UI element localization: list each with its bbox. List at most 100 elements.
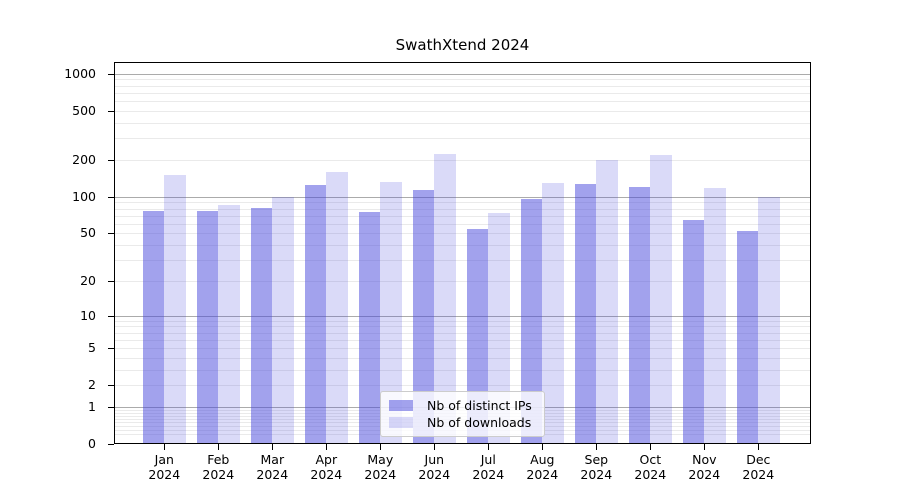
bar-aug-downloads xyxy=(542,182,564,444)
y-tick-label: 1000 xyxy=(64,65,96,81)
x-tick-mark xyxy=(596,444,598,450)
minor-gridline xyxy=(114,208,811,210)
legend-item-distinct-ips: Nb of distinct IPs xyxy=(389,397,536,414)
x-tick-label-dec: Dec 2024 xyxy=(742,452,775,482)
bar-feb-downloads xyxy=(218,205,240,444)
y-tick-mark xyxy=(108,159,114,161)
minor-gridline xyxy=(114,339,811,341)
y-tick-label: 5 xyxy=(88,340,96,355)
bar-feb-distinct-ips xyxy=(196,210,219,444)
x-tick-label-apr: Apr 2024 xyxy=(310,452,343,482)
y-tick-label: 0 xyxy=(88,436,96,451)
legend-label-downloads: Nb of downloads xyxy=(427,415,532,430)
bar-jul-distinct-ips xyxy=(466,229,489,444)
major-gridline xyxy=(114,315,811,317)
bar-jan-distinct-ips xyxy=(142,210,165,444)
y-tick-mark xyxy=(108,196,114,198)
minor-gridline xyxy=(114,110,811,112)
y-tick-label: 200 xyxy=(72,151,96,167)
y-tick-label: 500 xyxy=(72,102,96,118)
y-tick-mark xyxy=(108,315,114,317)
bar-dec-downloads xyxy=(758,196,780,444)
x-tick-label-mar: Mar 2024 xyxy=(256,452,289,482)
chart-title: SwathXtend 2024 xyxy=(395,36,530,54)
minor-gridline xyxy=(114,369,811,371)
x-tick-label-may: May 2024 xyxy=(364,452,397,482)
bar-aug-distinct-ips xyxy=(520,198,543,444)
x-tick-mark xyxy=(434,444,436,450)
minor-gridline xyxy=(114,101,811,103)
bar-mar-downloads xyxy=(272,196,294,444)
y-tick-mark xyxy=(108,280,114,282)
minor-gridline xyxy=(114,385,811,387)
legend-swatch-downloads xyxy=(389,417,413,428)
x-tick-mark xyxy=(164,444,166,450)
y-tick-label: 100 xyxy=(72,188,96,204)
x-tick-label-oct: Oct 2024 xyxy=(634,452,667,482)
minor-gridline xyxy=(114,92,811,94)
minor-gridline xyxy=(114,280,811,282)
y-tick-label: 10 xyxy=(80,307,96,323)
y-tick-mark xyxy=(108,233,114,235)
minor-gridline xyxy=(114,202,811,204)
legend: Nb of distinct IPs Nb of downloads xyxy=(380,391,545,437)
x-tick-label-jun: Jun 2024 xyxy=(418,452,451,482)
bar-jan-downloads xyxy=(164,175,186,444)
bar-apr-downloads xyxy=(326,172,348,444)
bar-dec-distinct-ips xyxy=(736,231,759,444)
y-tick-mark xyxy=(108,406,114,408)
bar-jun-distinct-ips xyxy=(412,190,435,444)
major-gridline xyxy=(114,73,811,75)
y-tick-mark xyxy=(108,385,114,387)
x-tick-label-jul: Jul 2024 xyxy=(472,452,505,482)
x-tick-label-jan: Jan 2024 xyxy=(148,452,181,482)
minor-gridline xyxy=(114,138,811,140)
y-tick-mark xyxy=(108,73,114,75)
y-tick-mark xyxy=(108,110,114,112)
legend-label-distinct-ips: Nb of distinct IPs xyxy=(427,398,532,413)
minor-gridline xyxy=(114,85,811,87)
minor-gridline xyxy=(114,79,811,81)
minor-gridline xyxy=(114,326,811,328)
x-tick-mark xyxy=(650,444,652,450)
y-tick-mark xyxy=(108,444,114,445)
minor-gridline xyxy=(114,260,811,261)
major-gridline xyxy=(114,196,811,198)
x-tick-mark xyxy=(542,444,544,450)
minor-gridline xyxy=(114,320,811,322)
x-tick-label-feb: Feb 2024 xyxy=(202,452,235,482)
minor-gridline xyxy=(114,245,811,246)
x-tick-label-sep: Sep 2024 xyxy=(580,452,613,482)
bar-jul-downloads xyxy=(488,212,510,444)
y-tick-mark xyxy=(108,348,114,349)
bar-nov-downloads xyxy=(704,187,726,444)
minor-gridline xyxy=(114,332,811,334)
minor-gridline xyxy=(114,215,811,217)
bar-may-downloads xyxy=(380,181,402,444)
y-tick-label: 20 xyxy=(80,272,96,288)
bar-jun-downloads xyxy=(434,154,456,444)
bar-apr-distinct-ips xyxy=(304,184,327,444)
bar-sep-distinct-ips xyxy=(574,184,597,444)
x-tick-mark xyxy=(758,444,760,450)
legend-item-downloads: Nb of downloads xyxy=(389,414,536,431)
bar-mar-distinct-ips xyxy=(250,207,273,444)
minor-gridline xyxy=(114,348,811,349)
y-tick-label: 50 xyxy=(80,225,96,241)
bar-oct-distinct-ips xyxy=(628,186,651,444)
x-tick-label-nov: Nov 2024 xyxy=(688,452,721,482)
x-tick-mark xyxy=(704,444,706,450)
x-tick-mark xyxy=(488,444,490,450)
x-tick-mark xyxy=(272,444,274,450)
y-tick-label: 1 xyxy=(88,398,96,414)
bar-oct-downloads xyxy=(650,155,672,444)
x-tick-mark xyxy=(380,444,382,450)
x-tick-mark xyxy=(326,444,328,450)
bar-nov-distinct-ips xyxy=(682,220,705,444)
y-tick-label: 2 xyxy=(88,377,96,393)
minor-gridline xyxy=(114,122,811,124)
minor-gridline xyxy=(114,357,811,359)
x-tick-mark xyxy=(218,444,220,450)
minor-gridline xyxy=(114,223,811,225)
